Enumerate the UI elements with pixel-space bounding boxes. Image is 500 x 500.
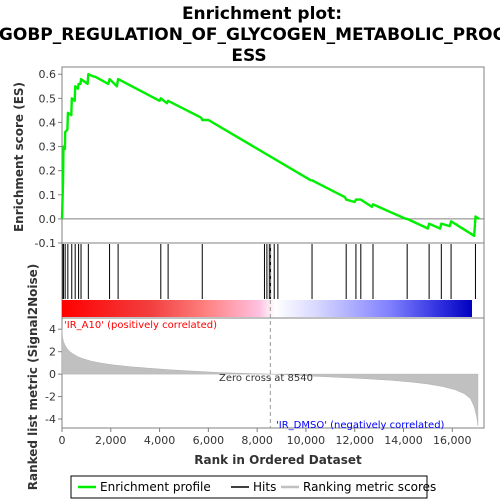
metric-y-tick-label: 0 — [49, 368, 56, 381]
es-y-tick-label: 0.0 — [39, 213, 57, 226]
x-axis-label: Rank in Ordered Dataset — [194, 453, 362, 467]
x-tick-label: 12,000 — [335, 434, 374, 447]
x-tick-label: 16,000 — [433, 434, 472, 447]
metric-y-tick-label: -4 — [45, 413, 56, 426]
x-tick-label: 0 — [59, 434, 66, 447]
metric-y-tick-label: -2 — [45, 391, 56, 404]
title-line-1: Enrichment plot: — [182, 4, 342, 24]
enrichment-profile-line — [60, 72, 480, 238]
x-tick-label: 14,000 — [384, 434, 423, 447]
metric-y-axis-label: Ranked list metric (Signal2Noise) — [26, 264, 40, 491]
es-y-axis: -0.1 0.0 0.1 0.2 0.3 0.4 0.5 0.6 — [35, 68, 62, 250]
es-y-tick-label: 0.1 — [39, 189, 57, 202]
es-y-tick-label: 0.2 — [39, 165, 57, 178]
metric-y-tick-label: 2 — [49, 346, 56, 359]
x-tick-label: 8,000 — [241, 434, 273, 447]
legend-metric-label: Ranking metric scores — [303, 480, 436, 494]
ranking-metric-area — [61, 329, 479, 426]
x-tick-label: 10,000 — [287, 434, 326, 447]
chart-title: Enrichment plot: GOBP_REGULATION_OF_GLYC… — [0, 4, 500, 66]
es-y-tick-label: 0.6 — [39, 68, 57, 81]
legend-enrichment-label: Enrichment profile — [100, 480, 211, 494]
legend: Enrichment profile Hits Ranking metric s… — [70, 475, 436, 499]
rank-color-bar — [62, 300, 472, 317]
positive-correlation-label: 'IR_A10' (positively correlated) — [64, 320, 217, 331]
x-tick-label: 4,000 — [144, 434, 176, 447]
es-y-tick-label: 0.5 — [39, 92, 57, 105]
es-y-tick-label: -0.1 — [35, 237, 56, 250]
x-tick-label: 6,000 — [193, 434, 225, 447]
es-y-tick-label: 0.3 — [39, 141, 57, 154]
es-panel-frame — [61, 66, 485, 244]
hits-marks — [62, 244, 476, 299]
zero-cross-label: Zero cross at 8540 — [219, 373, 313, 384]
legend-hits-label: Hits — [253, 480, 276, 494]
es-y-tick-label: 0.4 — [39, 116, 57, 129]
x-axis: 0 2,000 4,000 6,000 8,000 10,000 12,000 14,000 1… — [59, 428, 472, 447]
title-line-2: GOBP_REGULATION_OF_GLYCOGEN_METABOLIC_PR… — [0, 25, 500, 45]
metric-y-axis: -4 -2 0 2 4 — [45, 323, 62, 426]
title-line-3: ESS — [231, 46, 266, 66]
negative-correlation-label: 'IR_DMSO' (negatively correlated) — [276, 420, 445, 431]
es-y-axis-label: Enrichment score (ES) — [12, 82, 26, 232]
metric-y-tick-label: 4 — [49, 323, 56, 336]
x-tick-label: 2,000 — [95, 434, 127, 447]
